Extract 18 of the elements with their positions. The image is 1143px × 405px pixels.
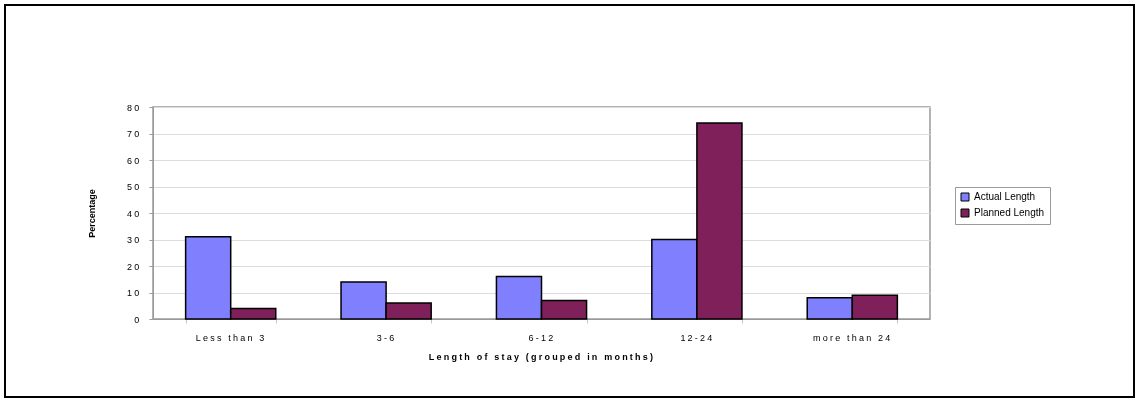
y-tick-label: 20 (127, 261, 142, 272)
x-tick-label: 6-12 (528, 332, 556, 343)
y-tick-label: 40 (127, 208, 142, 219)
y-tick-label: 30 (127, 235, 142, 245)
y-tick-label: 60 (127, 155, 142, 166)
y-tick-label: 80 (127, 102, 142, 113)
x-tick-label: 3-6 (376, 332, 397, 343)
x-tick-label: 12-24 (680, 332, 715, 343)
legend-label: Planned Length (974, 207, 1045, 218)
legend-label: Actual Length (974, 191, 1036, 202)
x-tick-label: more than 24 (813, 332, 893, 343)
x-axis-title: Length of stay (grouped in months) (428, 351, 656, 362)
y-tick-label: 10 (127, 288, 142, 298)
y-tick-label: 70 (127, 129, 142, 139)
y-tick-label: 0 (134, 314, 142, 325)
y-tick-label: 50 (127, 182, 142, 192)
y-axis-title: Percentage (87, 189, 98, 238)
x-tick-label: Less than 3 (195, 332, 267, 343)
